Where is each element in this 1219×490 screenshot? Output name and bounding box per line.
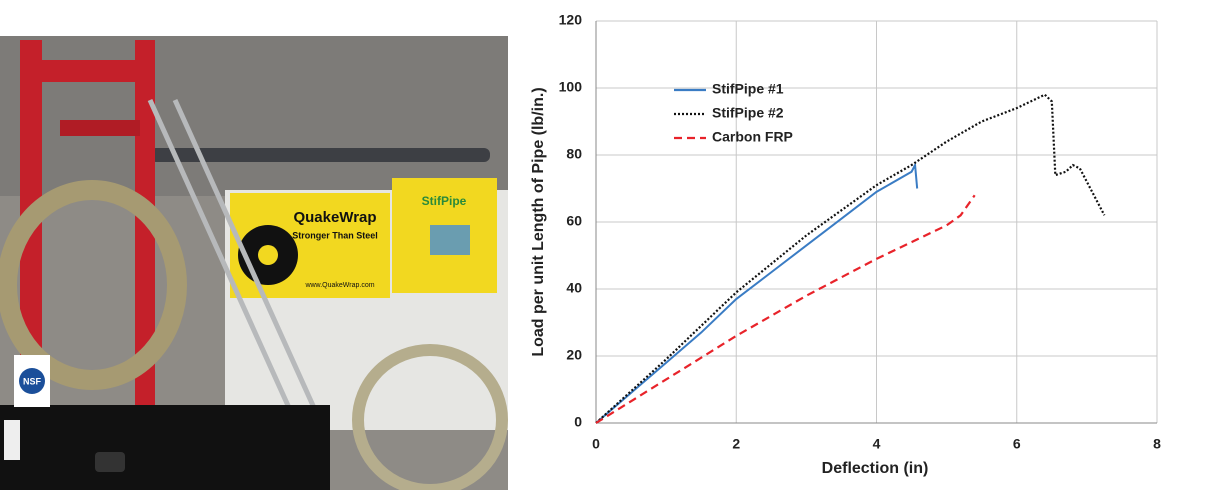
pipe-ring (0, 180, 187, 390)
legend-label: StifPipe #1 (712, 81, 784, 97)
chart: Deflection (in) Load per unit Length of … (530, 12, 1161, 478)
x-tick-label: 8 (1153, 436, 1161, 452)
x-axis-title: Deflection (in) (822, 460, 929, 477)
badge (19, 368, 45, 394)
banner-logo-center (258, 245, 278, 265)
y-tick-label: 80 (566, 146, 582, 162)
legend-label: StifPipe #2 (712, 105, 784, 121)
x-tick-label: 2 (732, 436, 740, 452)
y-tick-label: 60 (566, 213, 582, 229)
y-tick-label: 0 (574, 414, 582, 430)
press-plate (60, 120, 140, 136)
tape (95, 452, 125, 472)
photo: QuakeWrap Stronger Than Steel www.QuakeW… (0, 36, 508, 490)
banner-url: www.QuakeWrap.com (304, 282, 374, 289)
y-tick-label: 120 (559, 12, 583, 28)
legend-label: Carbon FRP (712, 129, 793, 145)
pipe (150, 148, 490, 162)
series-line (595, 93, 1106, 424)
y-tick-label: 40 (566, 280, 582, 296)
press-beam (20, 60, 155, 82)
banner-title: QuakeWrap (293, 209, 376, 226)
table (0, 405, 330, 490)
poster-image (430, 225, 470, 255)
x-tick-label: 4 (873, 436, 881, 452)
x-tick-label: 6 (1013, 436, 1021, 452)
cup (4, 420, 20, 460)
pipe-ring-floor (352, 344, 508, 490)
banner-slogan: Stronger Than Steel (292, 230, 378, 240)
poster-title: StifPipe (422, 194, 467, 208)
series-line (595, 194, 976, 424)
badge-text: NSF (23, 376, 42, 386)
y-tick-label: 20 (566, 347, 582, 363)
series-line (595, 161, 919, 424)
x-tick-label: 0 (592, 436, 600, 452)
ladder (147, 98, 318, 412)
y-axis-title: Load per unit Length of Pipe (lb/in.) (530, 87, 547, 356)
y-tick-label: 100 (559, 79, 583, 95)
